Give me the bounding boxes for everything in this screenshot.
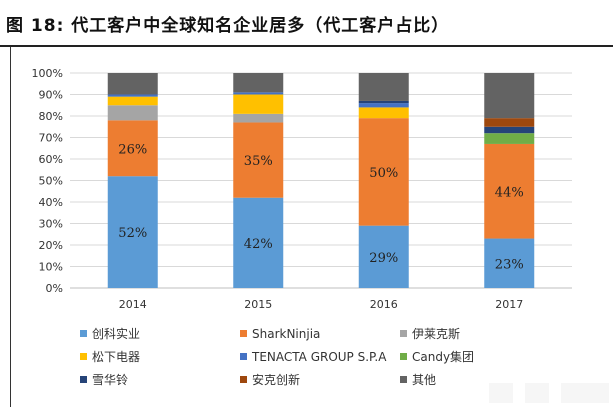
data-label: 35% xyxy=(244,154,273,169)
chart-legend: 创科实业 SharkNinjia 伊莱克斯松下电器 TENACTA GROUP S.P… xyxy=(80,324,600,389)
data-label: 50% xyxy=(369,166,398,181)
x-tick-label: 2016 xyxy=(370,298,398,311)
y-tick-label: 20% xyxy=(39,239,63,252)
bar-segment xyxy=(484,143,535,239)
legend-item: TENACTA GROUP S.P.A xyxy=(240,347,400,366)
bar-segment xyxy=(484,238,535,288)
bar-segment xyxy=(107,120,158,177)
bar-segment xyxy=(233,197,284,288)
legend-item: 安克创新 xyxy=(240,370,400,389)
bar-segment xyxy=(107,73,158,95)
y-tick-label: 10% xyxy=(39,261,63,274)
figure-title: 图 18: 代工客户中全球知名企业居多（代工客户占比） xyxy=(6,16,450,36)
x-tick-label: 2014 xyxy=(119,298,147,311)
legend-label: Candy集团 xyxy=(412,350,475,364)
bar-segment xyxy=(107,105,158,121)
legend-label: 安克创新 xyxy=(252,373,301,387)
legend-swatch xyxy=(400,330,407,337)
title-divider xyxy=(0,45,613,47)
bar-segment xyxy=(233,73,284,93)
bar-segment xyxy=(107,96,158,106)
left-border xyxy=(10,47,11,407)
bar-segment xyxy=(484,118,535,127)
data-label: 23% xyxy=(495,257,524,272)
bar-segment xyxy=(358,100,409,104)
legend-item: 其他 xyxy=(400,370,560,389)
legend-swatch xyxy=(80,353,87,360)
watermark xyxy=(489,383,609,403)
bar-segment xyxy=(358,73,409,101)
bar-segment xyxy=(358,225,409,288)
legend-item: 雪华铃 xyxy=(80,370,240,389)
legend-label: 伊莱克斯 xyxy=(412,327,461,341)
legend-label: 松下电器 xyxy=(92,350,141,364)
legend-label: TENACTA GROUP S.P.A xyxy=(252,349,387,364)
legend-swatch xyxy=(240,330,247,337)
y-tick-label: 40% xyxy=(39,196,63,209)
legend-swatch xyxy=(400,376,407,383)
y-tick-label: 50% xyxy=(39,175,63,188)
x-tick-label: 2017 xyxy=(495,298,523,311)
data-label: 42% xyxy=(244,237,273,252)
data-label: 29% xyxy=(369,251,398,266)
bar-segment xyxy=(233,92,284,95)
y-tick-label: 70% xyxy=(39,132,63,145)
data-label: 52% xyxy=(118,226,147,241)
y-tick-label: 80% xyxy=(39,110,63,123)
legend-label: 雪华铃 xyxy=(92,373,129,387)
legend-label: 其他 xyxy=(412,373,437,387)
y-tick-label: 60% xyxy=(39,153,63,166)
legend-item: SharkNinjia xyxy=(240,324,400,343)
bar-segment xyxy=(358,118,409,226)
legend-swatch xyxy=(240,376,247,383)
legend-swatch xyxy=(80,376,87,383)
bar-segment xyxy=(484,133,535,144)
y-tick-label: 30% xyxy=(39,218,63,231)
data-label: 26% xyxy=(118,142,147,157)
bar-segment xyxy=(233,94,284,114)
legend-swatch xyxy=(240,353,247,360)
x-tick-label: 2015 xyxy=(244,298,272,311)
legend-item: Candy集团 xyxy=(400,347,560,366)
bar-segment xyxy=(358,107,409,119)
bar-segment xyxy=(233,122,284,198)
legend-item: 松下电器 xyxy=(80,347,240,366)
legend-swatch xyxy=(400,353,407,360)
legend-item: 创科实业 xyxy=(80,324,240,343)
bar-segment xyxy=(233,113,284,123)
y-tick-label: 0% xyxy=(46,282,63,295)
legend-label: 创科实业 xyxy=(92,327,141,341)
bar-segment xyxy=(484,73,535,119)
legend-label: SharkNinjia xyxy=(252,326,321,341)
bar-segment xyxy=(358,103,409,108)
bar-segment xyxy=(107,176,158,288)
y-tick-label: 90% xyxy=(39,89,63,102)
bar-segment xyxy=(107,94,158,97)
data-label: 44% xyxy=(495,185,524,200)
legend-item: 伊莱克斯 xyxy=(400,324,560,343)
bar-segment xyxy=(484,126,535,134)
legend-swatch xyxy=(80,330,87,337)
y-tick-label: 100% xyxy=(32,67,63,80)
